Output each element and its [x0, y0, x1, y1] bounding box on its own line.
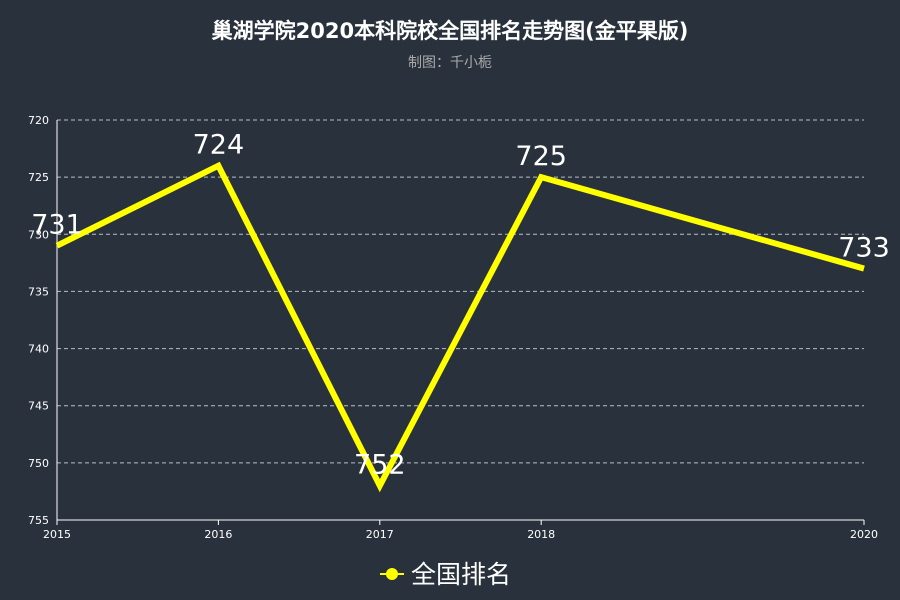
x-tick-label: 2017 — [366, 528, 394, 541]
y-tick-label: 725 — [28, 171, 49, 184]
y-tick-label: 750 — [28, 457, 49, 470]
data-label: 725 — [515, 141, 567, 172]
chart-title: 巢湖学院2020本科院校全国排名走势图(金平果版) — [211, 19, 689, 43]
y-tick-label: 740 — [28, 343, 49, 356]
y-tick-label: 730 — [28, 228, 49, 241]
x-tick-labels: 2015 2016 2017 2018 2020 — [43, 528, 878, 541]
data-label: 731 — [31, 210, 83, 241]
grid-lines — [57, 119, 864, 464]
y-tick-label: 720 — [28, 114, 49, 127]
data-label: 752 — [354, 450, 406, 481]
x-tick-label: 2018 — [527, 528, 555, 541]
x-tick-label: 2016 — [204, 528, 232, 541]
x-tick-label: 2015 — [43, 528, 71, 541]
series-line — [55, 161, 865, 493]
y-tick-labels: 720 725 730 735 740 745 750 755 — [28, 114, 49, 527]
axes — [56, 120, 865, 525]
chart-subtitle: 制图：千小栀 — [408, 55, 492, 71]
y-tick-label: 735 — [28, 285, 49, 298]
series-lines — [55, 161, 865, 493]
legend-label: 全国排名 — [411, 560, 511, 589]
data-labels: 731 724 752 725 733 — [31, 130, 890, 481]
x-tick-label: 2020 — [850, 528, 878, 541]
y-tick-label: 755 — [28, 514, 49, 527]
y-tick-label: 745 — [28, 400, 49, 413]
data-label: 733 — [838, 233, 890, 264]
legend[interactable]: 全国排名 — [380, 560, 511, 589]
legend-dot-marker — [386, 568, 398, 580]
data-label: 724 — [193, 130, 245, 161]
